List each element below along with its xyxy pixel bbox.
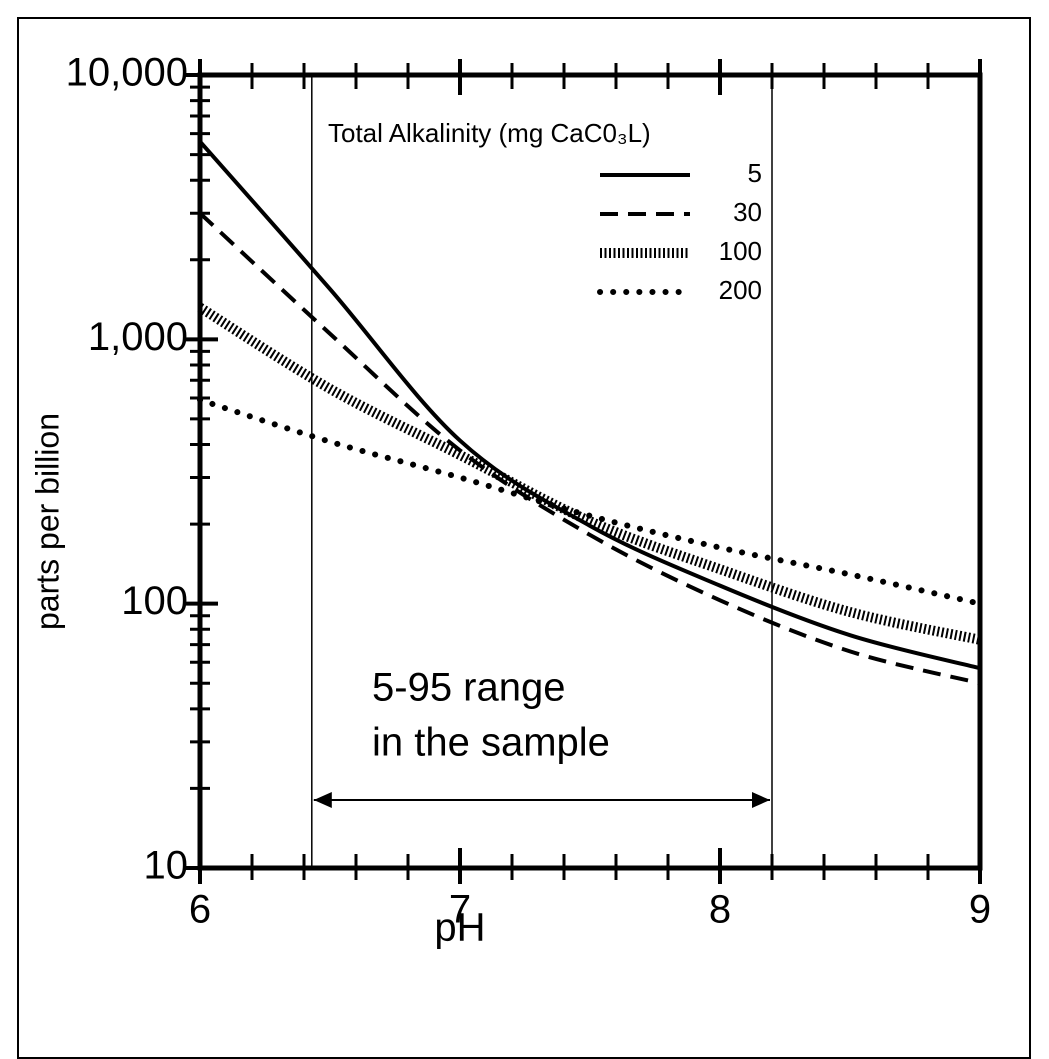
annotation: in the sample — [372, 721, 610, 765]
series-line — [197, 303, 982, 645]
y-tick-label: 10 — [144, 844, 189, 888]
x-tick-label: 7 — [449, 888, 471, 932]
legend-label: 30 — [733, 197, 762, 227]
arrow-head — [752, 792, 770, 808]
legend-label: 200 — [719, 275, 762, 305]
legend-label: 5 — [748, 158, 762, 188]
x-tick-label: 9 — [969, 888, 991, 932]
series-line — [197, 396, 983, 607]
annotation: 5-95 range — [372, 666, 565, 710]
series-line — [198, 140, 981, 671]
y-tick-label: 1,000 — [88, 315, 188, 359]
x-axis-label: pH — [434, 906, 485, 950]
y-tick-label: 10,000 — [66, 51, 188, 95]
legend-title: Total Alkalinity (mg CaC0₃L) — [328, 118, 651, 148]
frame — [17, 17, 1031, 1059]
x-tick-label: 6 — [189, 888, 211, 932]
x-tick-label: 8 — [709, 888, 731, 932]
y-tick-label: 100 — [121, 579, 188, 623]
axes-box — [197, 72, 983, 871]
arrow-head — [313, 792, 332, 808]
series-line — [198, 211, 981, 686]
legend-label: 100 — [719, 236, 762, 266]
y-axis-label: parts per billion — [29, 413, 65, 630]
